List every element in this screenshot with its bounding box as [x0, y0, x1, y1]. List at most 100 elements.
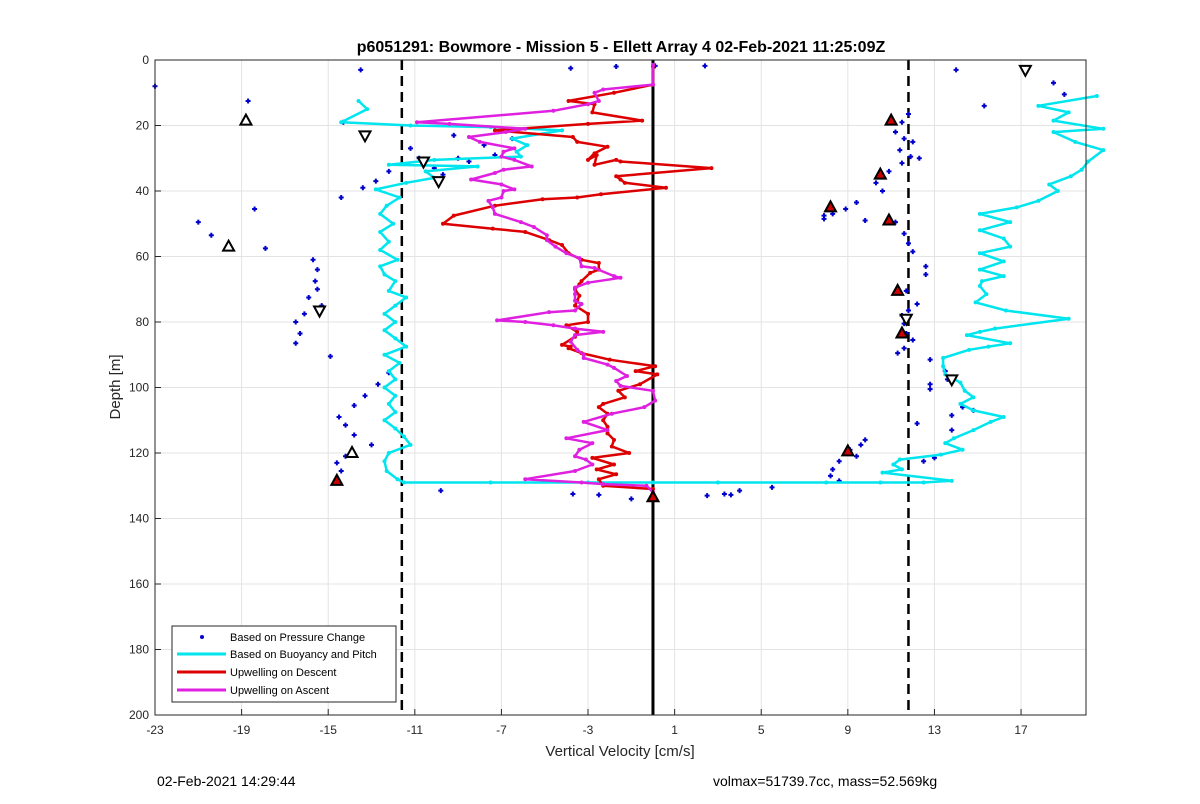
based-on-pressure-change-point — [927, 381, 933, 387]
y-tick-label: 40 — [136, 184, 150, 198]
based-on-buoyancy-and-pitch-point — [1047, 182, 1052, 187]
based-on-buoyancy-and-pitch-point — [384, 469, 389, 474]
upwelling-on-descent-point — [605, 424, 610, 429]
based-on-buoyancy-and-pitch-point — [899, 467, 904, 472]
upwelling-on-ascent-point — [477, 139, 482, 144]
y-axis-label: Depth [m] — [107, 354, 124, 419]
upwelling-on-ascent-point — [512, 187, 517, 192]
upwelling-on-ascent-point — [592, 265, 597, 270]
upwelling-on-descent-point — [590, 455, 595, 460]
x-tick-label: -15 — [320, 723, 338, 737]
based-on-buoyancy-and-pitch-point — [921, 480, 926, 485]
based-on-buoyancy-and-pitch-point — [958, 401, 963, 406]
upwelling-on-ascent-point — [653, 398, 658, 403]
upwelling-on-ascent-point — [609, 411, 614, 416]
upwelling-on-ascent-point — [523, 126, 528, 131]
based-on-buoyancy-and-pitch-point — [980, 279, 985, 284]
upwelling-on-descent-point — [655, 372, 660, 377]
upwelling-on-descent-point — [614, 174, 619, 179]
filled-up-triangle-marker — [329, 472, 345, 486]
based-on-buoyancy-and-pitch-point — [1014, 205, 1019, 210]
upwelling-on-ascent-point — [575, 347, 580, 352]
based-on-buoyancy-and-pitch-point — [984, 292, 989, 297]
upwelling-on-descent-point — [633, 369, 638, 374]
upwelling-on-ascent-point — [573, 308, 578, 313]
upwelling-on-descent-point — [560, 342, 565, 347]
based-on-buoyancy-and-pitch-point — [1008, 244, 1013, 249]
based-on-pressure-change-point — [336, 414, 342, 420]
based-on-buoyancy-and-pitch-point — [971, 408, 976, 413]
based-on-buoyancy-and-pitch-point — [824, 480, 829, 485]
upwelling-on-ascent-point — [605, 428, 610, 433]
based-on-buoyancy-and-pitch-point — [393, 426, 398, 431]
based-on-buoyancy-and-pitch-point — [1001, 259, 1006, 264]
upwelling-on-ascent-point — [492, 211, 497, 216]
filled-up-triangle-marker — [645, 489, 661, 503]
y-tick-label: 20 — [136, 119, 150, 133]
upwelling-on-ascent-point — [469, 177, 474, 182]
open-up-triangle-marker — [221, 238, 236, 252]
upwelling-on-ascent-point — [644, 483, 649, 488]
upwelling-on-descent-point — [560, 243, 565, 248]
based-on-buoyancy-and-pitch-point — [1073, 139, 1078, 144]
upwelling-on-descent-point — [540, 197, 545, 202]
based-on-pressure-change-point — [862, 217, 868, 223]
upwelling-on-ascent-point — [544, 238, 549, 243]
upwelling-on-descent-point — [575, 329, 580, 334]
upwelling-on-ascent-point — [495, 318, 500, 323]
based-on-buoyancy-and-pitch-point — [977, 267, 982, 272]
based-on-pressure-change-point — [914, 421, 920, 427]
legend-label-ascent: Upwelling on Ascent — [230, 685, 329, 697]
based-on-buoyancy-and-pitch-point — [408, 123, 413, 128]
footer-volmax-mass: volmax=51739.7cc, mass=52.569kg — [713, 773, 938, 789]
based-on-buoyancy-and-pitch-point — [386, 369, 391, 374]
based-on-buoyancy-and-pitch-point — [1051, 130, 1056, 135]
based-on-pressure-change-point — [828, 473, 834, 479]
based-on-pressure-change-point — [362, 393, 368, 399]
based-on-buoyancy-and-pitch-point — [941, 356, 946, 361]
based-on-buoyancy-and-pitch-point — [401, 480, 406, 485]
based-on-pressure-change-point — [923, 272, 929, 278]
based-on-buoyancy-and-pitch-point — [514, 149, 519, 154]
based-on-buoyancy-and-pitch-point — [971, 428, 976, 433]
filled-up-triangle-marker — [873, 166, 888, 180]
based-on-pressure-change-point — [312, 278, 318, 284]
upwelling-on-ascent-point — [503, 130, 508, 135]
based-on-buoyancy-and-pitch-point — [397, 360, 402, 365]
upwelling-on-ascent-point — [466, 134, 471, 139]
upwelling-on-ascent-point — [579, 480, 584, 485]
based-on-buoyancy-and-pitch-point — [977, 228, 982, 233]
legend-label-pressure: Based on Pressure Change — [230, 632, 365, 644]
upwelling-on-ascent-point — [612, 365, 617, 370]
based-on-buoyancy-and-pitch-point — [488, 480, 493, 485]
upwelling-on-descent-point — [579, 279, 584, 284]
y-tick-label: 80 — [136, 315, 150, 329]
upwelling-on-ascent-point — [573, 469, 578, 474]
based-on-buoyancy-and-pitch-point — [393, 410, 398, 415]
based-on-buoyancy-and-pitch-point — [951, 436, 956, 441]
upwelling-on-ascent-point — [586, 280, 591, 285]
based-on-pressure-change-point — [901, 231, 907, 237]
upwelling-on-ascent-point — [551, 323, 556, 328]
upwelling-on-ascent-point — [414, 120, 419, 125]
upwelling-on-descent-point — [573, 303, 578, 308]
based-on-buoyancy-and-pitch-point — [938, 452, 943, 457]
upwelling-on-ascent-point — [573, 454, 578, 459]
upwelling-on-descent-point — [618, 177, 623, 182]
legend-pressure-swatch — [200, 635, 204, 639]
x-tick-label: -7 — [496, 723, 507, 737]
based-on-pressure-change-point — [208, 232, 214, 238]
based-on-buoyancy-and-pitch-point — [382, 385, 387, 390]
upwelling-on-ascent-point — [573, 333, 578, 338]
based-on-pressure-change-point — [914, 301, 920, 307]
x-tick-label: -11 — [407, 723, 424, 737]
filled-up-triangle-marker — [890, 282, 905, 296]
chart-title: p6051291: Bowmore - Mission 5 - Ellett A… — [357, 39, 886, 56]
upwelling-on-descent-point — [594, 467, 599, 472]
upwelling-on-ascent-point — [499, 195, 504, 200]
based-on-buoyancy-and-pitch-point — [967, 347, 972, 352]
based-on-buoyancy-and-pitch-point — [404, 180, 409, 185]
open-down-triangle-marker — [899, 313, 914, 327]
open-down-triangle-marker — [312, 305, 327, 319]
filled-up-triangle-marker — [883, 112, 899, 126]
